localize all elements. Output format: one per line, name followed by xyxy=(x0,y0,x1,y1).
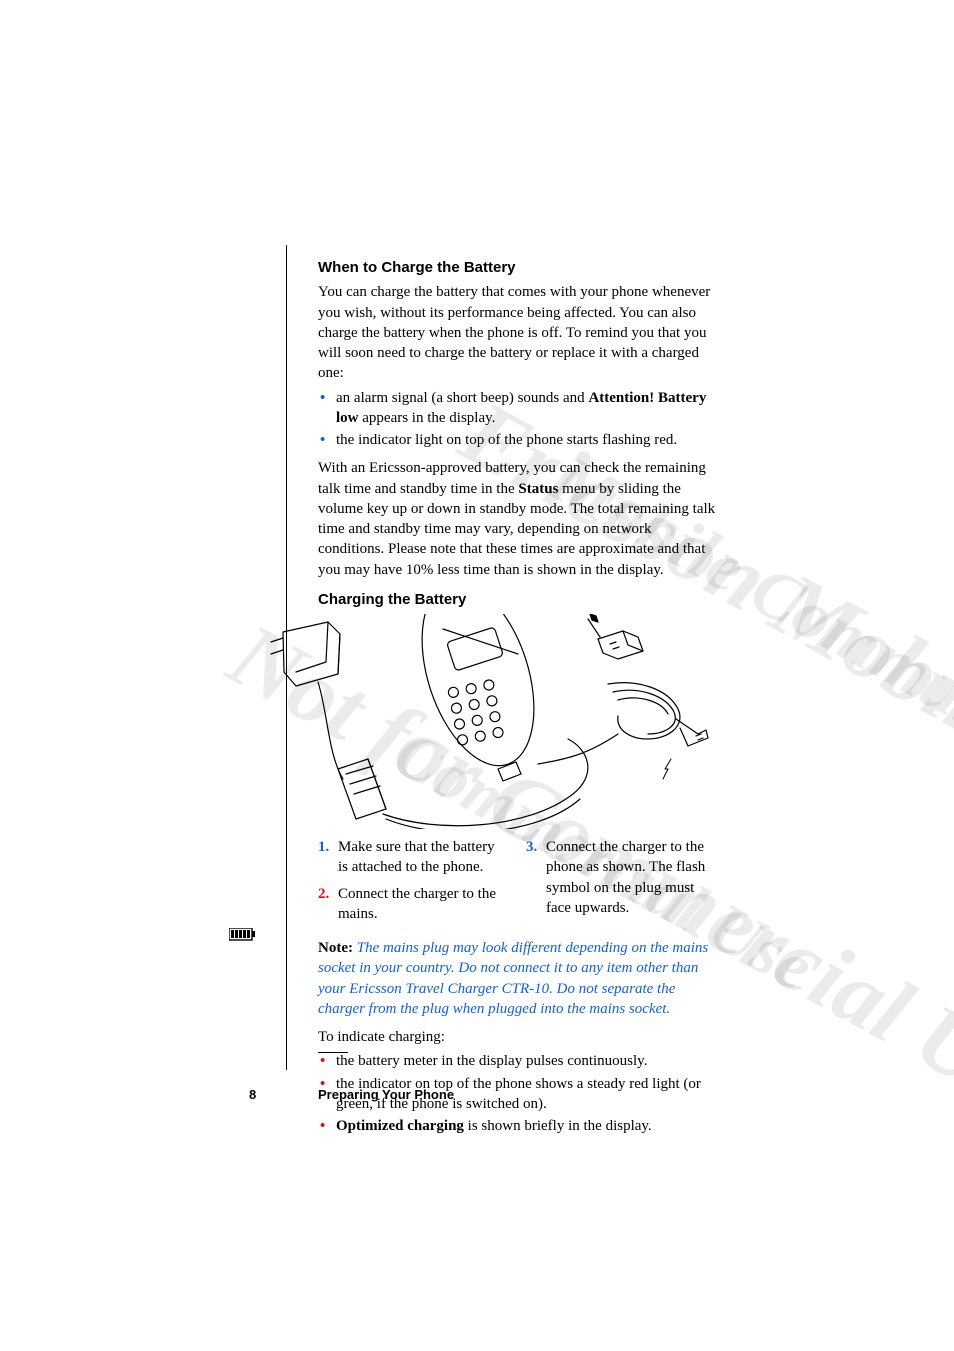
step-number: 2. xyxy=(318,884,329,904)
text-bold: Status xyxy=(518,481,558,497)
list-item: Optimized charging is shown briefly in t… xyxy=(318,1116,716,1136)
step-number: 1. xyxy=(318,837,329,857)
list-item: the battery meter in the display pulses … xyxy=(318,1051,716,1071)
list-item: 3. Connect the charger to the phone as s… xyxy=(526,837,716,918)
text: is shown briefly in the display. xyxy=(464,1118,652,1134)
text-bold: Optimized charging xyxy=(336,1118,464,1134)
page-number: 8 xyxy=(249,1087,256,1102)
step-number: 3. xyxy=(526,837,537,857)
bullet-list: an alarm signal (a short beep) sounds an… xyxy=(318,388,716,451)
battery-meter-icon xyxy=(229,928,255,946)
step-text: Connect the charger to the mains. xyxy=(338,886,496,922)
text: appears in the display. xyxy=(359,410,496,426)
chapter-title: Preparing Your Phone xyxy=(318,1087,454,1102)
phone-charger-illustration xyxy=(268,614,716,829)
note-body-text: The mains plug may look different depend… xyxy=(318,940,708,1017)
text: an alarm signal (a short beep) sounds an… xyxy=(336,390,588,406)
text: the battery meter in the display pulses … xyxy=(336,1053,647,1069)
heading-charging: Charging the Battery xyxy=(318,590,716,610)
charging-figure xyxy=(268,614,716,829)
text: the indicator light on top of the phone … xyxy=(336,432,677,448)
step-text: Connect the charger to the phone as show… xyxy=(546,839,705,916)
numbered-steps: 1. Make sure that the battery is attache… xyxy=(318,837,716,930)
paragraph: To indicate charging: xyxy=(318,1027,716,1047)
paragraph: With an Ericsson-approved battery, you c… xyxy=(318,458,716,580)
body-text-block: When to Charge the Battery You can charg… xyxy=(318,258,716,1144)
heading-when-to-charge: When to Charge the Battery xyxy=(318,258,716,278)
list-item: 2. Connect the charger to the mains. xyxy=(318,884,508,925)
list-item: the indicator light on top of the phone … xyxy=(318,430,716,450)
list-item: an alarm signal (a short beep) sounds an… xyxy=(318,388,716,429)
step-text: Make sure that the battery is attached t… xyxy=(338,839,495,875)
paragraph: You can charge the battery that comes wi… xyxy=(318,282,716,383)
list-item: 1. Make sure that the battery is attache… xyxy=(318,837,508,878)
note-label: Note: xyxy=(318,940,353,956)
note-paragraph: Note: The mains plug may look different … xyxy=(318,938,716,1019)
